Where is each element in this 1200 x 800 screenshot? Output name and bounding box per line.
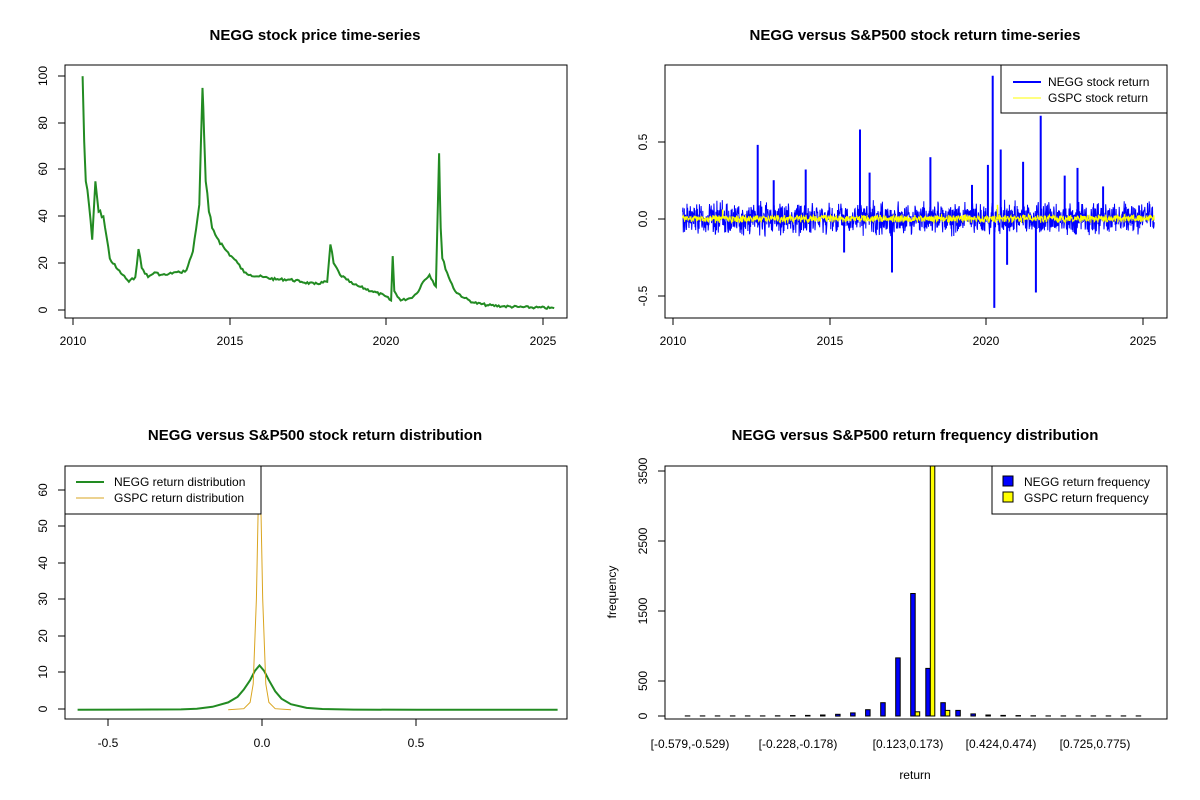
y-axis: 0 20 40 60 80 100 bbox=[36, 66, 66, 313]
frequency-bar bbox=[944, 709, 951, 717]
frequency-bar bbox=[820, 714, 826, 717]
legend-box bbox=[1000, 64, 1168, 114]
x-axis: -0.5 0.0 0.5 bbox=[98, 718, 425, 750]
plot-frame bbox=[64, 64, 568, 319]
y-tick-label: -0.5 bbox=[636, 285, 650, 306]
panel-distribution: NEGG versus S&P500 stock return distribu… bbox=[36, 427, 568, 750]
y-tick-label: 40 bbox=[36, 209, 50, 223]
y-tick-label: 1500 bbox=[636, 597, 650, 624]
y-tick-label: 10 bbox=[36, 665, 50, 679]
y-tick-label: 60 bbox=[36, 483, 50, 497]
x-axis: [-0.579,-0.529) [-0.228,-0.178) [0.123,0… bbox=[651, 737, 1131, 782]
y-tick-label: 100 bbox=[36, 66, 50, 86]
frequency-bar bbox=[835, 713, 841, 717]
y-tick-label: 60 bbox=[36, 162, 50, 176]
legend-label-gspc: GSPC stock return bbox=[1048, 91, 1148, 105]
frequency-bar bbox=[865, 709, 871, 717]
y-tick-label: 80 bbox=[36, 116, 50, 130]
y-axis: -0.5 0.0 0.5 bbox=[636, 133, 666, 306]
x-tick-label: 0.0 bbox=[254, 736, 271, 750]
x-tick-label: 2015 bbox=[817, 334, 844, 348]
chart-title: NEGG versus S&P500 stock return distribu… bbox=[148, 427, 482, 444]
frequency-bar bbox=[985, 714, 991, 717]
frequency-bar bbox=[955, 709, 961, 717]
y-tick-label: 2500 bbox=[636, 527, 650, 554]
frequency-bar bbox=[880, 702, 886, 717]
y-axis: 0 500 1500 2500 3500 frequency bbox=[605, 457, 666, 719]
y-axis-title: frequency bbox=[605, 566, 619, 619]
legend-label-gspc: GSPC return distribution bbox=[114, 491, 244, 505]
y-tick-label: 3500 bbox=[636, 457, 650, 484]
x-tick-label: 2010 bbox=[660, 334, 687, 348]
legend-swatch-gspc bbox=[1002, 491, 1014, 503]
y-tick-label: 0.0 bbox=[636, 210, 650, 227]
y-tick-label: 0.5 bbox=[636, 133, 650, 150]
x-tick-label: [0.424,0.474) bbox=[966, 737, 1037, 751]
panel-returns: NEGG versus S&P500 stock return time-ser… bbox=[636, 27, 1168, 348]
negg-density-line bbox=[77, 663, 558, 711]
x-tick-label: [-0.228,-0.178) bbox=[759, 737, 838, 751]
price-series-line bbox=[81, 76, 555, 310]
gspc-return-series-band bbox=[682, 212, 1155, 225]
frequency-bar bbox=[805, 714, 811, 717]
panel-price: NEGG stock price time-series 2010 2015 2… bbox=[36, 27, 568, 348]
x-tick-label: 0.5 bbox=[408, 736, 425, 750]
frequency-bar bbox=[850, 712, 856, 717]
gspc-return-spikes bbox=[721, 204, 999, 219]
bar-group bbox=[684, 465, 1142, 717]
chart-title: NEGG versus S&P500 stock return time-ser… bbox=[750, 27, 1081, 44]
legend: NEGG return frequency GSPC return freque… bbox=[991, 465, 1168, 515]
legend-box bbox=[991, 465, 1168, 515]
y-tick-label: 40 bbox=[36, 556, 50, 570]
chart-title: NEGG versus S&P500 return frequency dist… bbox=[732, 427, 1099, 444]
x-tick-label: 2010 bbox=[60, 334, 87, 348]
frequency-bar bbox=[1000, 714, 1006, 717]
x-axis: 2010 2015 2020 2025 bbox=[60, 317, 557, 348]
y-tick-label: 20 bbox=[36, 256, 50, 270]
legend-swatch-negg bbox=[1002, 475, 1014, 487]
frequency-bar bbox=[925, 667, 931, 717]
y-tick-label: 30 bbox=[36, 592, 50, 606]
x-tick-label: [0.123,0.173) bbox=[873, 737, 944, 751]
x-tick-label: [0.725,0.775) bbox=[1060, 737, 1131, 751]
x-tick-label: 2025 bbox=[530, 334, 557, 348]
x-axis: 2010 2015 2020 2025 bbox=[660, 317, 1157, 348]
x-tick-label: 2025 bbox=[1130, 334, 1157, 348]
legend: NEGG return distribution GSPC return dis… bbox=[64, 465, 262, 515]
y-tick-label: 0 bbox=[36, 705, 50, 712]
x-tick-label: 2015 bbox=[217, 334, 244, 348]
panel-frequency: NEGG versus S&P500 return frequency dist… bbox=[605, 427, 1168, 782]
negg-return-spikes bbox=[756, 75, 1105, 308]
frequency-bar bbox=[929, 465, 936, 717]
x-tick-label: 2020 bbox=[373, 334, 400, 348]
legend: NEGG stock return GSPC stock return bbox=[1000, 64, 1168, 114]
frequency-bar bbox=[910, 593, 916, 717]
frequency-bar bbox=[970, 713, 976, 717]
x-tick-label: -0.5 bbox=[98, 736, 119, 750]
chart-title: NEGG stock price time-series bbox=[210, 27, 421, 44]
x-tick-label: [-0.579,-0.529) bbox=[651, 737, 730, 751]
y-tick-label: 0 bbox=[36, 306, 50, 313]
legend-label-negg: NEGG return frequency bbox=[1024, 475, 1150, 489]
legend-box bbox=[64, 465, 262, 515]
frequency-bar bbox=[895, 657, 901, 717]
y-tick-label: 500 bbox=[636, 671, 650, 691]
x-tick-label: 2020 bbox=[973, 334, 1000, 348]
y-tick-label: 50 bbox=[36, 519, 50, 533]
frequency-bar bbox=[914, 711, 921, 717]
legend-label-gspc: GSPC return frequency bbox=[1024, 491, 1149, 505]
y-tick-label: 0 bbox=[636, 712, 650, 719]
legend-label-negg: NEGG stock return bbox=[1048, 75, 1149, 89]
frequency-bar bbox=[940, 702, 946, 717]
y-axis: 0 10 20 30 40 50 60 bbox=[36, 483, 66, 712]
x-axis-title: return bbox=[899, 768, 930, 782]
legend-label-negg: NEGG return distribution bbox=[114, 475, 245, 489]
y-tick-label: 20 bbox=[36, 629, 50, 643]
